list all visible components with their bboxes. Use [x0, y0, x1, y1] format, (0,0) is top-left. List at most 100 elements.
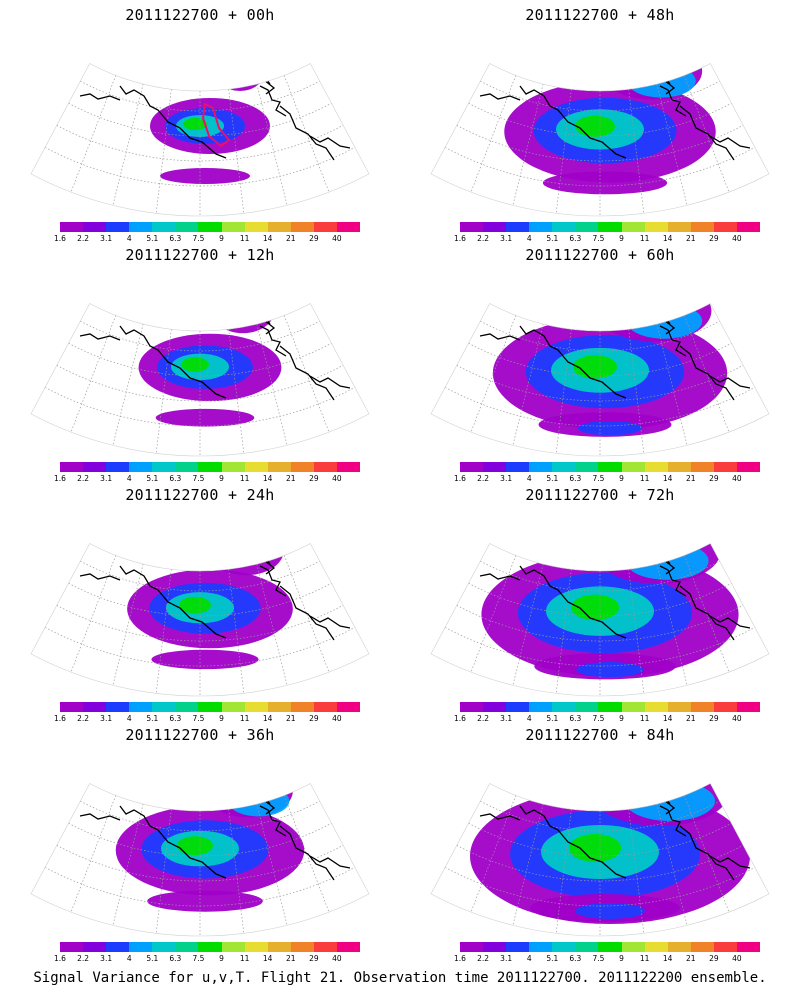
- colorbar-tick-label: 14: [662, 714, 673, 723]
- colorbar-segment: [106, 222, 130, 232]
- variance-contour: [155, 408, 255, 427]
- colorbar-labels: 1.6 2.2 3.1 4 5.1 6.3 7.5 9 11 14 21 29 40: [400, 474, 800, 486]
- colorbar-tick-label: 3.1: [500, 474, 513, 483]
- colorbar-segment: [244, 222, 268, 232]
- colorbar-tick-label: 40: [332, 234, 342, 243]
- colorbar-segment: [506, 462, 530, 472]
- colorbar-segment: [736, 942, 761, 952]
- variance-contour: [179, 596, 211, 614]
- colorbar-tick-label: 6.3: [169, 234, 182, 243]
- colorbar-tick-label: 21: [685, 954, 696, 963]
- colorbar-tick-label: 7.5: [192, 954, 205, 963]
- colorbar: [460, 942, 761, 952]
- colorbar-segment: [483, 942, 507, 952]
- variance-contour: [211, 303, 275, 334]
- colorbar-tick-label: 2.2: [477, 474, 490, 483]
- colorbar-tick-label: 4: [126, 714, 132, 723]
- panel-title: 2011122700 + 36h: [125, 726, 275, 744]
- colorbar-segment: [483, 702, 507, 712]
- colorbar-segment: [598, 702, 622, 712]
- colorbar-segment: [244, 942, 268, 952]
- colorbar-tick-label: 29: [709, 234, 719, 243]
- colorbar-tick-label: 3.1: [500, 954, 513, 963]
- colorbar-segment: [129, 942, 153, 952]
- colorbar-segment: [621, 942, 645, 952]
- colorbar-tick-label: 11: [239, 474, 250, 483]
- colorbar-segment: [529, 702, 553, 712]
- colorbar-tick-label: 1.6: [454, 714, 466, 723]
- colorbar-tick-label: 29: [309, 714, 319, 723]
- colorbar-segment: [129, 222, 153, 232]
- colorbar-labels: 1.6 2.2 3.1 4 5.1 6.3 7.5 9 11 14 21 29 40: [400, 714, 800, 726]
- colorbar-tick-label: 7.5: [592, 714, 605, 723]
- panel-title: 2011122700 + 24h: [125, 486, 275, 504]
- colorbar-segment: [713, 222, 737, 232]
- colorbar-tick-label: 14: [262, 714, 273, 723]
- colorbar-segment: [267, 942, 291, 952]
- colorbar-tick-label: 21: [285, 474, 296, 483]
- colorbar-segment: [106, 702, 130, 712]
- polar-map: [430, 63, 770, 217]
- colorbar-segment: [313, 702, 337, 712]
- colorbar-segment: [690, 702, 714, 712]
- colorbar-segment: [83, 702, 107, 712]
- colorbar: [60, 462, 361, 472]
- map-panel: 2011122700 + 36h 1.6 2.2 3.1 4 5.1 6.3 7.5 9 11 14…: [0, 720, 400, 970]
- colorbar-segment: [152, 702, 176, 712]
- polar-map: [430, 543, 770, 697]
- colorbar-tick-label: 11: [639, 714, 650, 723]
- map-panel: 2011122700 + 48h 1.6 2.2 3.1 4 5.1 6.3 7.5 9 11 14…: [400, 0, 800, 250]
- colorbar-segment: [644, 462, 668, 472]
- colorbar-segment: [598, 462, 622, 472]
- colorbar-tick-label: 21: [285, 714, 296, 723]
- colorbar-segment: [667, 462, 691, 472]
- colorbar-segment: [713, 702, 737, 712]
- colorbar-tick-label: 2.2: [77, 954, 90, 963]
- colorbar-tick-label: 40: [332, 474, 342, 483]
- colorbar-tick-label: 4: [526, 714, 532, 723]
- colorbar-tick-label: 21: [685, 714, 696, 723]
- colorbar-segment: [552, 702, 576, 712]
- colorbar-tick-label: 7.5: [192, 234, 205, 243]
- colorbar-segment: [290, 702, 314, 712]
- colorbar-segment: [575, 462, 599, 472]
- colorbar-segment: [736, 222, 761, 232]
- colorbar-labels: 1.6 2.2 3.1 4 5.1 6.3 7.5 9 11 14 21 29 40: [0, 474, 400, 486]
- colorbar-segment: [644, 942, 668, 952]
- colorbar-tick-label: 5.1: [146, 714, 159, 723]
- colorbar-tick-label: 1.6: [54, 234, 66, 243]
- variance-contour: [576, 662, 644, 678]
- colorbar-tick-label: 6.3: [169, 954, 182, 963]
- colorbar-segment: [313, 462, 337, 472]
- colorbar-tick-label: 6.3: [569, 234, 582, 243]
- map-panel: 2011122700 + 84h 1.6 2.2 3.1 4 5.1 6.3 7.5 9 11 14…: [400, 720, 800, 970]
- colorbar-tick-label: 2.2: [477, 954, 490, 963]
- colorbar-tick-label: 11: [239, 234, 250, 243]
- colorbar-segment: [598, 942, 622, 952]
- variance-contour: [147, 890, 263, 912]
- polar-map: [30, 303, 370, 457]
- panel-title: 2011122700 + 60h: [525, 246, 675, 264]
- colorbar-tick-label: 14: [662, 474, 673, 483]
- colorbar-tick-label: 2.2: [77, 234, 90, 243]
- variance-contour: [151, 649, 259, 670]
- colorbar-tick-label: 9: [219, 234, 224, 243]
- colorbar-segment: [667, 942, 691, 952]
- colorbar-labels: 1.6 2.2 3.1 4 5.1 6.3 7.5 9 11 14 21 29 40: [400, 234, 800, 246]
- polar-map: [430, 783, 770, 937]
- polar-map: [30, 783, 370, 937]
- colorbar-segment: [460, 942, 484, 952]
- map-panel: 2011122700 + 12h 1.6 2.2 3.1 4 5.1 6.3 7.5 9 11 14…: [0, 240, 400, 490]
- colorbar-segment: [336, 222, 361, 232]
- colorbar-tick-label: 6.3: [169, 474, 182, 483]
- colorbar-segment: [529, 942, 553, 952]
- colorbar-segment: [736, 702, 761, 712]
- colorbar-tick-label: 4: [526, 474, 532, 483]
- colorbar-segment: [152, 462, 176, 472]
- colorbar-segment: [460, 222, 484, 232]
- colorbar-tick-label: 5.1: [146, 474, 159, 483]
- colorbar-segment: [221, 942, 245, 952]
- colorbar-tick-label: 1.6: [454, 474, 466, 483]
- variance-contour: [207, 543, 284, 576]
- colorbar-segment: [198, 222, 222, 232]
